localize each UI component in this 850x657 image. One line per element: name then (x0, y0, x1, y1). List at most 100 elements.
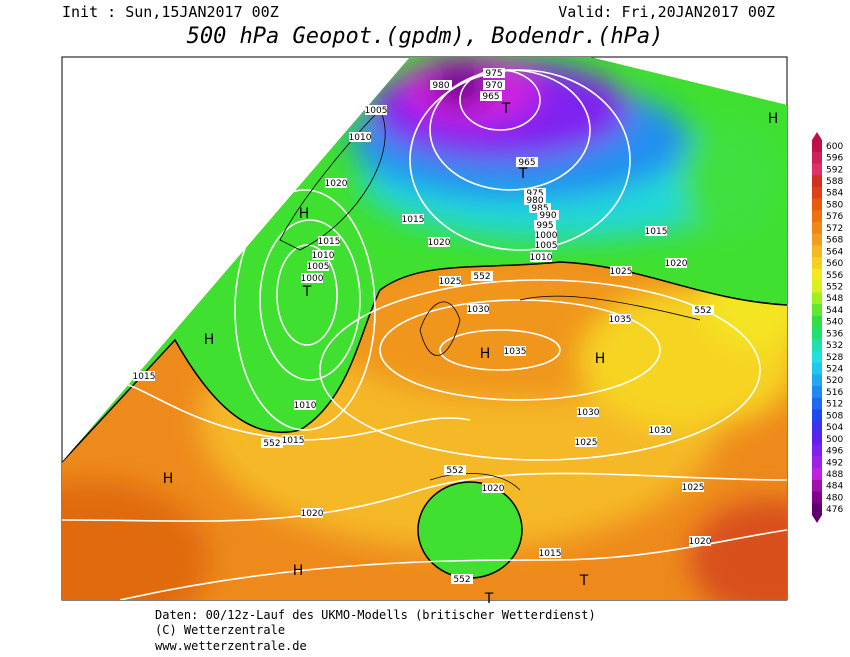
isobar-label-bg (665, 258, 687, 268)
isobar-label-bg (524, 188, 546, 198)
colorbar-label: 580 (826, 200, 843, 210)
isobar-label: 985 (531, 204, 548, 214)
isobar-label: 980 (432, 81, 449, 91)
colorbar-swatch (812, 257, 822, 270)
colorbar-label: 496 (826, 447, 843, 457)
isobar-label: 1015 (133, 372, 156, 382)
isobar-label: 1025 (610, 267, 633, 277)
colorbar-label: 584 (826, 189, 843, 199)
isobar-label-bg (516, 157, 538, 167)
isobar-label: 1025 (575, 438, 598, 448)
colorbar-label: 492 (826, 458, 843, 468)
colorbar-label: 556 (826, 271, 843, 281)
isobar-label: 552 (473, 272, 490, 282)
isobar-label: 965 (518, 158, 535, 168)
colorbar-swatch (812, 432, 822, 446)
colorbar-label: 476 (826, 505, 843, 515)
isobar-label-bg (609, 314, 631, 324)
isobar-label-bg (575, 437, 597, 447)
isobar-label: 1005 (535, 241, 558, 251)
pressure-center: T (484, 591, 494, 607)
isobar-label: 1030 (467, 305, 490, 315)
colorbar-swatch (812, 409, 822, 422)
colorbar-swatch (812, 479, 822, 493)
colorbar-label: 592 (826, 165, 843, 175)
isobar-label-bg (439, 276, 461, 286)
colorbar-swatch (812, 175, 822, 188)
colorbar-swatch (812, 233, 822, 246)
colorbar-label: 600 (826, 142, 843, 152)
colorbar-swatch (812, 468, 822, 481)
colorbar-swatch (812, 350, 822, 364)
isobar-label: 1025 (439, 277, 462, 287)
isobar-label: 1010 (312, 251, 335, 261)
colorbar-swatch (812, 245, 822, 258)
colorbar-swatch (812, 456, 822, 469)
isobar-label: 1020 (665, 259, 688, 269)
isobar-label: 1010 (349, 133, 372, 143)
colorbar-label: 544 (826, 306, 843, 316)
colorbar-label: 572 (826, 224, 843, 234)
isobar-label-bg (480, 91, 502, 101)
isobar-label: 1015 (318, 237, 341, 247)
isobar-label-bg (483, 68, 505, 78)
colorbar-label: 552 (826, 282, 843, 292)
isobar-label: 1015 (645, 227, 668, 237)
isobar-label: 1035 (504, 347, 527, 357)
pressure-center: H (204, 332, 215, 348)
isobar-label: 552 (694, 306, 711, 316)
colorbar-swatch (812, 386, 822, 399)
colorbar-label: 488 (826, 470, 843, 480)
colorbar-label: 484 (826, 482, 843, 492)
isobar-label-bg (483, 80, 505, 90)
colorbar-label: 480 (826, 493, 843, 503)
isobar-label: 1030 (649, 426, 672, 436)
isobar-label: 1000 (535, 231, 558, 241)
isobar-label-bg (577, 407, 599, 417)
isobar-label-bg (645, 226, 667, 236)
isobar-label-bg (535, 230, 557, 240)
colorbar-label: 560 (826, 259, 843, 269)
isobar-label: 965 (482, 92, 499, 102)
pressure-center: H (293, 563, 304, 579)
colorbar-swatch (812, 503, 822, 516)
colorbar-label: 528 (826, 353, 843, 363)
colorbar-label: 588 (826, 177, 843, 187)
isobar-label-bg (301, 273, 323, 283)
colorbar-swatch (812, 151, 822, 164)
colorbar-swatch (812, 421, 822, 434)
isobar-label-bg (133, 371, 155, 381)
colorbar-label: 524 (826, 365, 843, 375)
colorbar-swatch (812, 397, 822, 411)
colorbar-arrow-bottom (812, 515, 822, 523)
isobar-label-bg (402, 214, 424, 224)
isobar-label-bg (430, 80, 452, 90)
isobar-label-bg (524, 195, 546, 205)
colorbar-swatch (812, 280, 822, 293)
isobar-label: 990 (539, 211, 556, 221)
isobar-label-bg (365, 105, 387, 115)
colorbar-swatch (812, 491, 822, 504)
colorbar-label: 564 (826, 247, 843, 257)
colorbar-swatch (812, 268, 822, 282)
isobar-label-bg (692, 305, 714, 315)
colorbar-label: 500 (826, 435, 843, 445)
colorbar-arrow-top (812, 132, 822, 140)
isobar-label: 1015 (402, 215, 425, 225)
isobar-label: 1005 (365, 106, 388, 116)
isobar-label-bg (537, 210, 559, 220)
isobar-label-bg (294, 400, 316, 410)
isobar-label: 1000 (301, 274, 324, 284)
isobar-label-bg (689, 536, 711, 546)
colorbar-label: 596 (826, 154, 843, 164)
isobar-label-bg (471, 271, 493, 281)
isobar-label-bg (428, 237, 450, 247)
colorbar-label: 540 (826, 318, 843, 328)
isobar-label: 1030 (577, 408, 600, 418)
isobar-label-bg (349, 132, 371, 142)
footer-url: www.wetterzentrale.de (155, 639, 307, 653)
isobar-label: 1015 (282, 436, 305, 446)
isobar-label-bg (504, 346, 526, 356)
isobar-label: 1015 (539, 549, 562, 559)
